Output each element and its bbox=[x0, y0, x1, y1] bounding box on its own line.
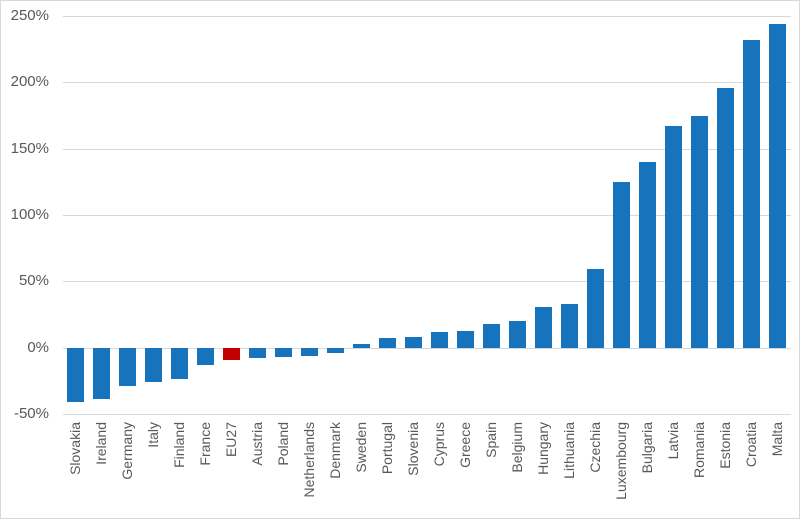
x-label-spain: Spain bbox=[483, 422, 499, 458]
y-tick-label-100: 100% bbox=[10, 206, 49, 223]
y-tick-label--50: -50% bbox=[13, 405, 49, 422]
x-label-belgium: Belgium bbox=[509, 422, 525, 473]
x-label-slovakia: Slovakia bbox=[67, 422, 83, 475]
x-label-slovenia: Slovenia bbox=[405, 422, 421, 476]
gridline-200 bbox=[63, 82, 791, 84]
x-label-cyprus: Cyprus bbox=[431, 422, 447, 467]
bar-spain bbox=[482, 323, 500, 348]
x-label-austria: Austria bbox=[249, 422, 265, 466]
bar-france bbox=[196, 347, 214, 365]
y-tick-label-150: 150% bbox=[10, 139, 49, 157]
x-label-greece: Greece bbox=[457, 422, 473, 468]
bar-lithuania bbox=[560, 303, 578, 348]
x-label-eu27: EU27 bbox=[223, 422, 239, 458]
x-label-ireland: Ireland bbox=[93, 422, 109, 465]
x-label-netherlands: Netherlands bbox=[301, 422, 317, 498]
bar-bulgaria bbox=[638, 162, 656, 348]
bar-eu27 bbox=[222, 347, 240, 360]
x-label-estonia: Estonia bbox=[717, 422, 733, 469]
bar-romania bbox=[690, 115, 708, 348]
bar-germany bbox=[118, 347, 136, 387]
x-label-czechia: Czechia bbox=[587, 422, 603, 473]
bar-denmark bbox=[326, 347, 344, 353]
bar-portugal bbox=[378, 338, 396, 348]
bar-czechia bbox=[586, 269, 604, 348]
bar-luxembourg bbox=[612, 181, 630, 348]
bar-belgium bbox=[508, 321, 526, 348]
y-tick-label-250: 250% bbox=[10, 7, 49, 24]
bar-cyprus bbox=[430, 331, 448, 348]
bar-finland bbox=[170, 347, 188, 380]
x-label-romania: Romania bbox=[691, 422, 707, 479]
x-label-portugal: Portugal bbox=[379, 422, 395, 475]
bar-italy bbox=[144, 347, 162, 383]
x-label-germany: Germany bbox=[119, 422, 135, 480]
bar-latvia bbox=[664, 126, 682, 348]
bar-ireland bbox=[92, 347, 110, 400]
bar-hungary bbox=[534, 306, 552, 348]
bar-estonia bbox=[716, 87, 734, 348]
x-label-italy: Italy bbox=[145, 422, 161, 448]
y-tick-label-0: 0% bbox=[27, 338, 49, 356]
gridline-100 bbox=[63, 215, 791, 216]
x-label-luxembourg: Luxembourg bbox=[613, 422, 629, 500]
x-label-hungary: Hungary bbox=[535, 422, 551, 475]
bar-croatia bbox=[742, 39, 760, 348]
bar-slovakia bbox=[66, 347, 84, 403]
gridline-250 bbox=[63, 16, 791, 17]
bar-austria bbox=[248, 347, 266, 359]
gridline-150 bbox=[63, 148, 791, 150]
x-label-malta: Malta bbox=[769, 422, 785, 457]
x-label-sweden: Sweden bbox=[353, 422, 369, 473]
y-tick-label-50: 50% bbox=[18, 272, 49, 290]
x-label-poland: Poland bbox=[275, 422, 291, 466]
gridline--50 bbox=[63, 414, 791, 415]
bar-malta bbox=[768, 24, 786, 348]
x-label-bulgaria: Bulgaria bbox=[639, 422, 655, 474]
bar-slovenia bbox=[404, 337, 422, 348]
bar-netherlands bbox=[300, 347, 318, 356]
gridline-0 bbox=[63, 347, 791, 349]
x-label-latvia: Latvia bbox=[665, 422, 681, 460]
x-label-denmark: Denmark bbox=[327, 422, 343, 479]
bar-poland bbox=[274, 347, 292, 357]
bar-greece bbox=[456, 330, 474, 348]
x-label-lithuania: Lithuania bbox=[561, 422, 577, 479]
x-label-finland: Finland bbox=[171, 422, 187, 468]
x-label-france: France bbox=[197, 422, 213, 466]
x-label-croatia: Croatia bbox=[743, 422, 759, 468]
bar-sweden bbox=[352, 343, 370, 348]
y-tick-label-200: 200% bbox=[10, 73, 49, 91]
gridline-50 bbox=[63, 281, 791, 283]
